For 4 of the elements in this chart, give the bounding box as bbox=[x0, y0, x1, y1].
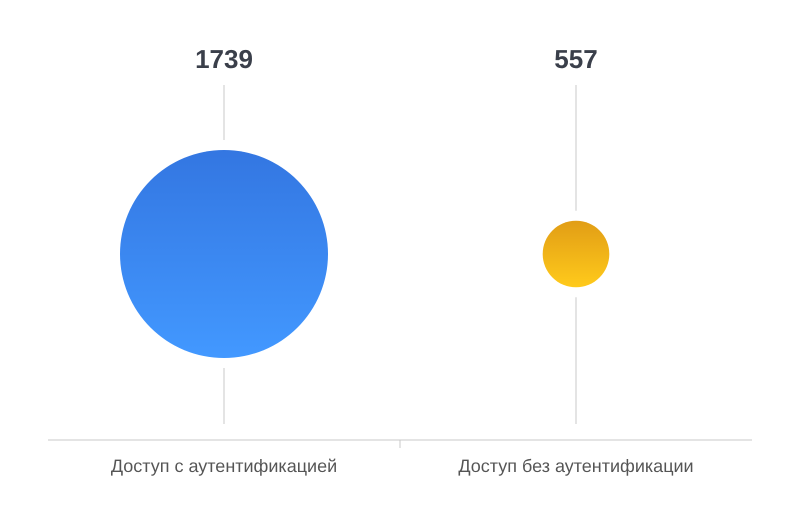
category-label: Доступ без аутентификации bbox=[458, 456, 694, 476]
data-label: 1739 bbox=[195, 44, 253, 74]
data-label: 557 bbox=[554, 44, 598, 74]
category-label: Доступ с аутентификацией bbox=[110, 456, 338, 476]
